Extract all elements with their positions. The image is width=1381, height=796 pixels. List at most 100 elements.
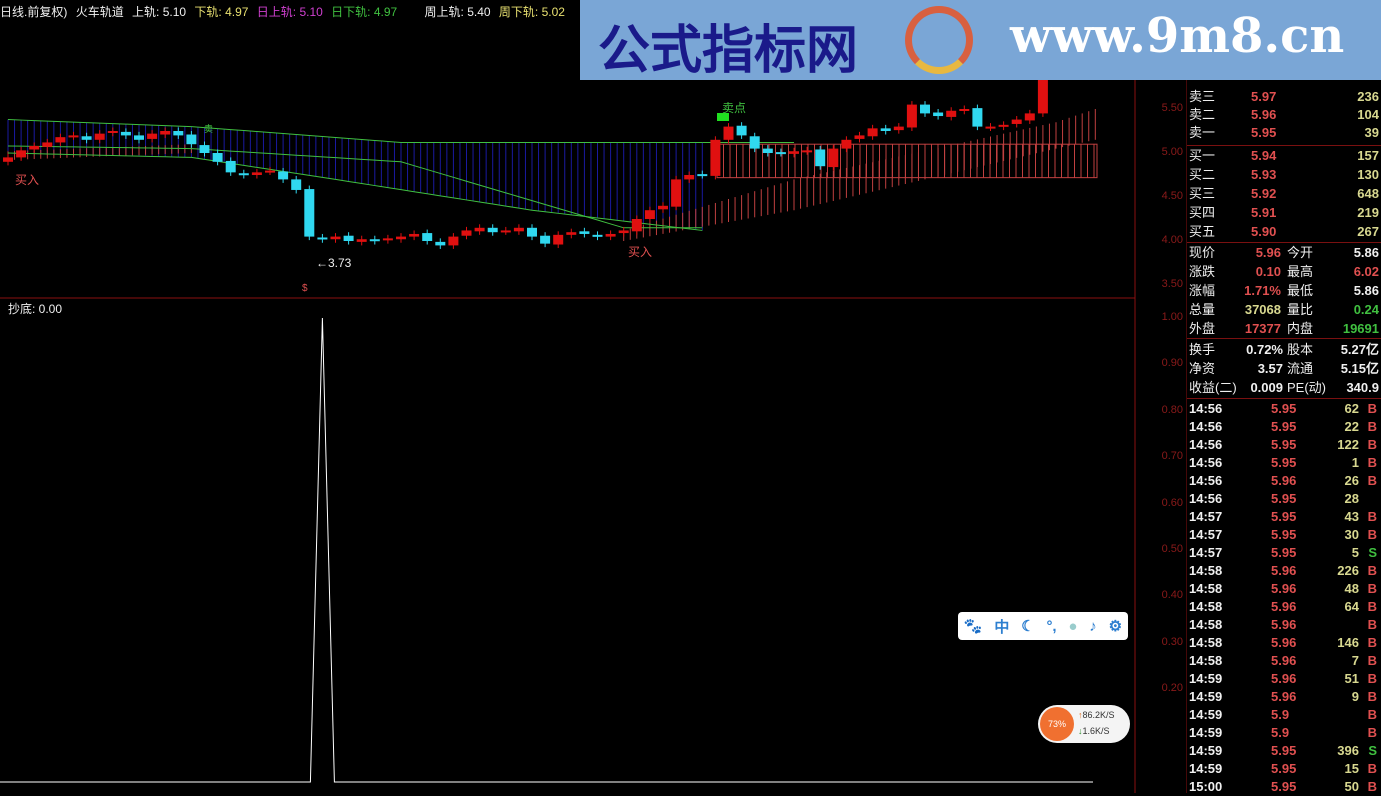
price-tick: 4.50 [1161, 190, 1183, 202]
candle-body [356, 239, 367, 242]
candle-body [1037, 78, 1048, 114]
stat-row-cell: 涨幅 [1189, 283, 1216, 298]
tick-row-cell: 5 [1351, 545, 1359, 560]
punctuation-icon[interactable]: °, [1046, 617, 1057, 635]
stat-row: 涨幅 1.71% 最低 5.86 [1189, 282, 1379, 300]
dollar-marker: $ [302, 283, 308, 294]
stat-row-cell: 5.27亿 [1340, 342, 1379, 357]
candle-body [959, 109, 970, 111]
bid-row-cell: 5.91 [1251, 205, 1277, 220]
candle-body [251, 172, 262, 175]
bid-row: 买二 5.93 130 [1189, 166, 1379, 184]
ime-toolbar[interactable]: 🐾 中 ☾ °, ● ♪ ⚙ [958, 612, 1128, 640]
bid-row-cell: 157 [1357, 148, 1379, 163]
candle-body [382, 238, 393, 241]
candle-body [566, 232, 577, 235]
candle-body [369, 239, 380, 242]
stat-row-cell: 6.02 [1353, 264, 1379, 279]
ask-row: 卖三 5.97 236 [1189, 88, 1379, 106]
gear-icon[interactable]: ⚙ [1108, 618, 1123, 635]
tick-row-cell: 122 [1337, 437, 1359, 452]
stat-row: 换手 0.72% 股本 5.27亿 [1189, 341, 1379, 359]
tick-row-cell: 51 [1344, 671, 1359, 686]
sub-tick: 0.70 [1161, 450, 1183, 463]
stat-row-cell: 量比 [1287, 302, 1314, 317]
tick-row-cell: B [1367, 653, 1377, 668]
stat-row-cell: 现价 [1189, 245, 1216, 260]
download-speed: 1.6K/S [1082, 726, 1110, 736]
bid-row-cell: 5.90 [1251, 224, 1277, 239]
tick-row-cell: 5.95 [1271, 779, 1297, 794]
bid-row-cell: 5.93 [1251, 167, 1277, 182]
tick-row: 14:57 5.95 30 B [1189, 526, 1379, 544]
upper-rail-line [7, 119, 703, 143]
tick-row-cell: B [1367, 707, 1377, 722]
candle-body [644, 210, 655, 219]
tick-row-cell: 5.96 [1271, 563, 1297, 578]
user-icon[interactable]: ● [1068, 617, 1078, 635]
tick-row-cell: 48 [1344, 581, 1359, 596]
upper-rail: 上轨: 5.10 [132, 5, 187, 19]
tick-row: 14:59 5.95 396 S [1189, 742, 1379, 760]
tick-row-cell: 5.95 [1271, 545, 1297, 560]
sub-tick: 0.90 [1161, 357, 1183, 370]
moon-icon[interactable]: ☾ [1021, 618, 1035, 635]
candle-body [998, 124, 1009, 127]
ask-row-cell: 104 [1357, 107, 1379, 122]
divider [1187, 242, 1381, 243]
bid-row-cell: 买二 [1189, 167, 1216, 182]
sub-tick: 0.20 [1161, 682, 1183, 695]
tick-row-cell: 5.96 [1271, 653, 1297, 668]
tick-row-cell: S [1368, 545, 1377, 560]
kline-chart[interactable] [0, 0, 1187, 793]
tick-row-cell: 5.95 [1271, 491, 1297, 506]
stat-row-cell: 5.86 [1353, 283, 1379, 298]
tick-row: 14:56 5.95 122 B [1189, 436, 1379, 454]
candle-body [173, 131, 184, 136]
day-upper-rail: 日上轨: 5.10 [256, 5, 323, 19]
buy-marker: 买入 [628, 245, 653, 259]
tick-row: 14:59 5.96 9 B [1189, 688, 1379, 706]
tick-row-cell: 14:59 [1189, 743, 1223, 758]
tick-row: 14:59 5.96 51 B [1189, 670, 1379, 688]
candle-body [461, 230, 472, 236]
tick-row: 14:58 5.96 7 B [1189, 652, 1379, 670]
bid-row-cell: 买四 [1189, 205, 1216, 220]
tick-row-cell: 14:59 [1189, 725, 1223, 740]
week-lower-rail: 周下轨: 5.02 [498, 5, 565, 19]
stat-row: 总量 37068 量比 0.24 [1189, 301, 1379, 319]
tick-row-cell: 43 [1344, 509, 1359, 524]
bid-row-cell: 买三 [1189, 186, 1216, 201]
candle-body [147, 133, 158, 139]
microphone-icon[interactable]: ♪ [1089, 617, 1097, 635]
candle-body [775, 152, 786, 155]
tick-row-cell: 5.96 [1271, 635, 1297, 650]
lower-rail: 下轨: 4.97 [194, 5, 249, 19]
stat-row-cell: 换手 [1189, 342, 1216, 357]
tick-row-cell: 14:58 [1189, 617, 1223, 632]
paw-icon[interactable]: 🐾 [963, 618, 983, 635]
lang-toggle[interactable]: 中 [994, 618, 1010, 636]
tick-row-cell: S [1368, 743, 1377, 758]
candle-body [933, 112, 944, 117]
candle-body [618, 230, 629, 234]
tick-row-cell: B [1367, 563, 1377, 578]
candle-body [684, 175, 695, 180]
tick-row-cell: 28 [1344, 491, 1359, 506]
week-upper-rail: 周上轨: 5.40 [424, 5, 491, 19]
tick-row-cell: 14:59 [1189, 689, 1223, 704]
tick-row: 14:56 5.95 1 B [1189, 454, 1379, 472]
tick-row-cell: 15:00 [1189, 779, 1223, 794]
candle-body [540, 235, 551, 244]
upload-arrow-icon: ↑ [1078, 710, 1083, 720]
stat-row-cell: 5.96 [1255, 245, 1281, 260]
day-lower-rail: 日下轨: 4.97 [331, 5, 398, 19]
candle-body [291, 179, 302, 190]
stat-row-cell: 0.24 [1353, 302, 1379, 317]
candle-body [68, 135, 79, 138]
tick-row-cell: B [1367, 509, 1377, 524]
stat-row-cell: 总量 [1189, 302, 1216, 317]
tick-row-cell: 5.95 [1271, 419, 1297, 434]
tick-row: 14:56 5.95 62 B [1189, 400, 1379, 418]
network-speed-widget[interactable]: 73% ↑86.2K/S ↓1.6K/S [1038, 705, 1130, 743]
